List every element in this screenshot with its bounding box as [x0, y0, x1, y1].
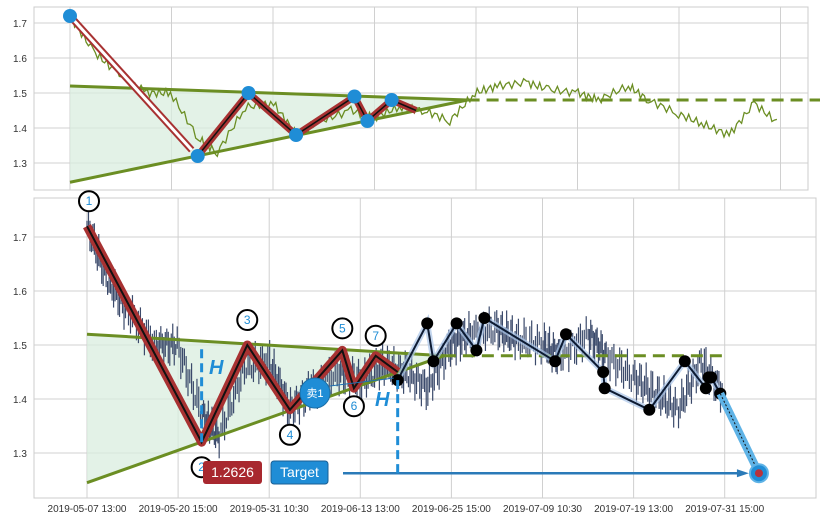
pivot-label-4: 4 [287, 428, 294, 442]
annotations: H H 卖1 1.2626 Target [203, 357, 390, 485]
pivot-label-6: 6 [351, 399, 358, 413]
y-tick-label: 1.7 [13, 19, 27, 30]
post-zigzag-point [450, 317, 463, 330]
x-tick-label: 2019-07-31 15:00 [685, 504, 764, 515]
lower-trendline [86, 354, 445, 485]
bottom-panel: 1.3 1.4 1.5 1.6 1.7 2019-05-07 13:00 2019-05-2… [13, 190, 817, 515]
pivot-label-2: 2 [198, 460, 205, 474]
sell-marker-pointer [329, 377, 394, 387]
x-tick-label: 2019-07-19 13:00 [594, 504, 673, 515]
post-zigzag-point [705, 371, 718, 384]
post-zigzag-point [421, 317, 434, 330]
lower-trendline [69, 98, 468, 184]
post-zigzag-point [559, 328, 572, 341]
post-zigzag-point [678, 355, 691, 368]
pivot-label-7: 7 [372, 329, 379, 343]
projection-center-line [719, 393, 760, 474]
pivot-point-2 [190, 149, 205, 163]
pivot-label-circle-6 [342, 395, 365, 418]
price-badge-text: 1.2626 [211, 464, 254, 480]
price-badge-bg [203, 461, 262, 484]
y-tick-label: 1.5 [13, 341, 27, 352]
pivot-label-circle-7 [364, 324, 387, 347]
height-label-2: H [375, 389, 390, 411]
y-tick-label: 1.4 [13, 124, 27, 135]
target-badge: Target [270, 460, 329, 485]
post-zigzag-point [549, 355, 562, 368]
pivot-point-4 [289, 128, 304, 142]
post-zigzag-point [598, 382, 611, 395]
y-tick-label: 1.5 [13, 89, 27, 100]
sell-marker-label: 卖1 [306, 387, 323, 400]
price-badge: 1.2626 [203, 461, 262, 484]
post-zigzag-point [478, 312, 491, 324]
post-zigzag-point [643, 403, 656, 416]
decline-arrow [68, 14, 193, 152]
y-tick-label: 1.6 [13, 287, 27, 298]
pivot-label-1: 1 [86, 194, 93, 208]
target-point-center [754, 469, 763, 478]
target-badge-text: Target [280, 464, 319, 480]
x-tick-label: 2019-07-09 10:30 [503, 504, 582, 515]
y-tick-label: 1.3 [13, 449, 27, 460]
pivot-point-3 [241, 86, 256, 100]
x-tick-label: 2019-06-25 15:00 [412, 504, 491, 515]
triangle-fill [70, 86, 468, 183]
pivot-label-5: 5 [339, 321, 346, 335]
y-tick-label: 1.7 [13, 233, 27, 244]
x-tick-label: 2019-05-20 15:00 [139, 504, 218, 515]
post-zigzag-point [597, 366, 610, 378]
y-tick-label: 1.4 [13, 395, 27, 406]
price-line [69, 15, 778, 158]
sell-marker: 卖1 [299, 377, 331, 409]
pivot-point-6 [360, 114, 375, 128]
triangle-fill [87, 334, 444, 483]
pivot-label-3: 3 [244, 313, 251, 327]
height-label-1: H [209, 357, 224, 379]
post-zigzag-point [470, 344, 483, 357]
target-arrow-head [736, 469, 749, 478]
pivot-label-circle-4 [278, 423, 301, 446]
x-tick-label: 2019-05-31 10:30 [230, 504, 309, 515]
pivot-point-1 [63, 9, 77, 23]
x-tick-label: 2019-06-13 13:00 [321, 504, 400, 515]
top-panel: 1.3 1.4 1.5 1.6 1.7 [13, 6, 820, 191]
pivot-label-circle-1 [78, 190, 100, 213]
pivot-label-circle-3 [236, 309, 259, 331]
post-zigzag-point [699, 382, 712, 395]
post-zigzag-point [427, 355, 440, 368]
x-tick-label: 2019-05-07 13:00 [48, 504, 127, 515]
pivot-point-7 [384, 93, 399, 107]
y-tick-label: 1.6 [13, 54, 27, 65]
pivot-label-circle-5 [331, 317, 354, 340]
target-badge-bg [270, 460, 329, 485]
y-tick-label: 1.3 [13, 159, 27, 170]
sell-marker-circle [299, 377, 331, 409]
pivot-point-5 [347, 89, 362, 104]
